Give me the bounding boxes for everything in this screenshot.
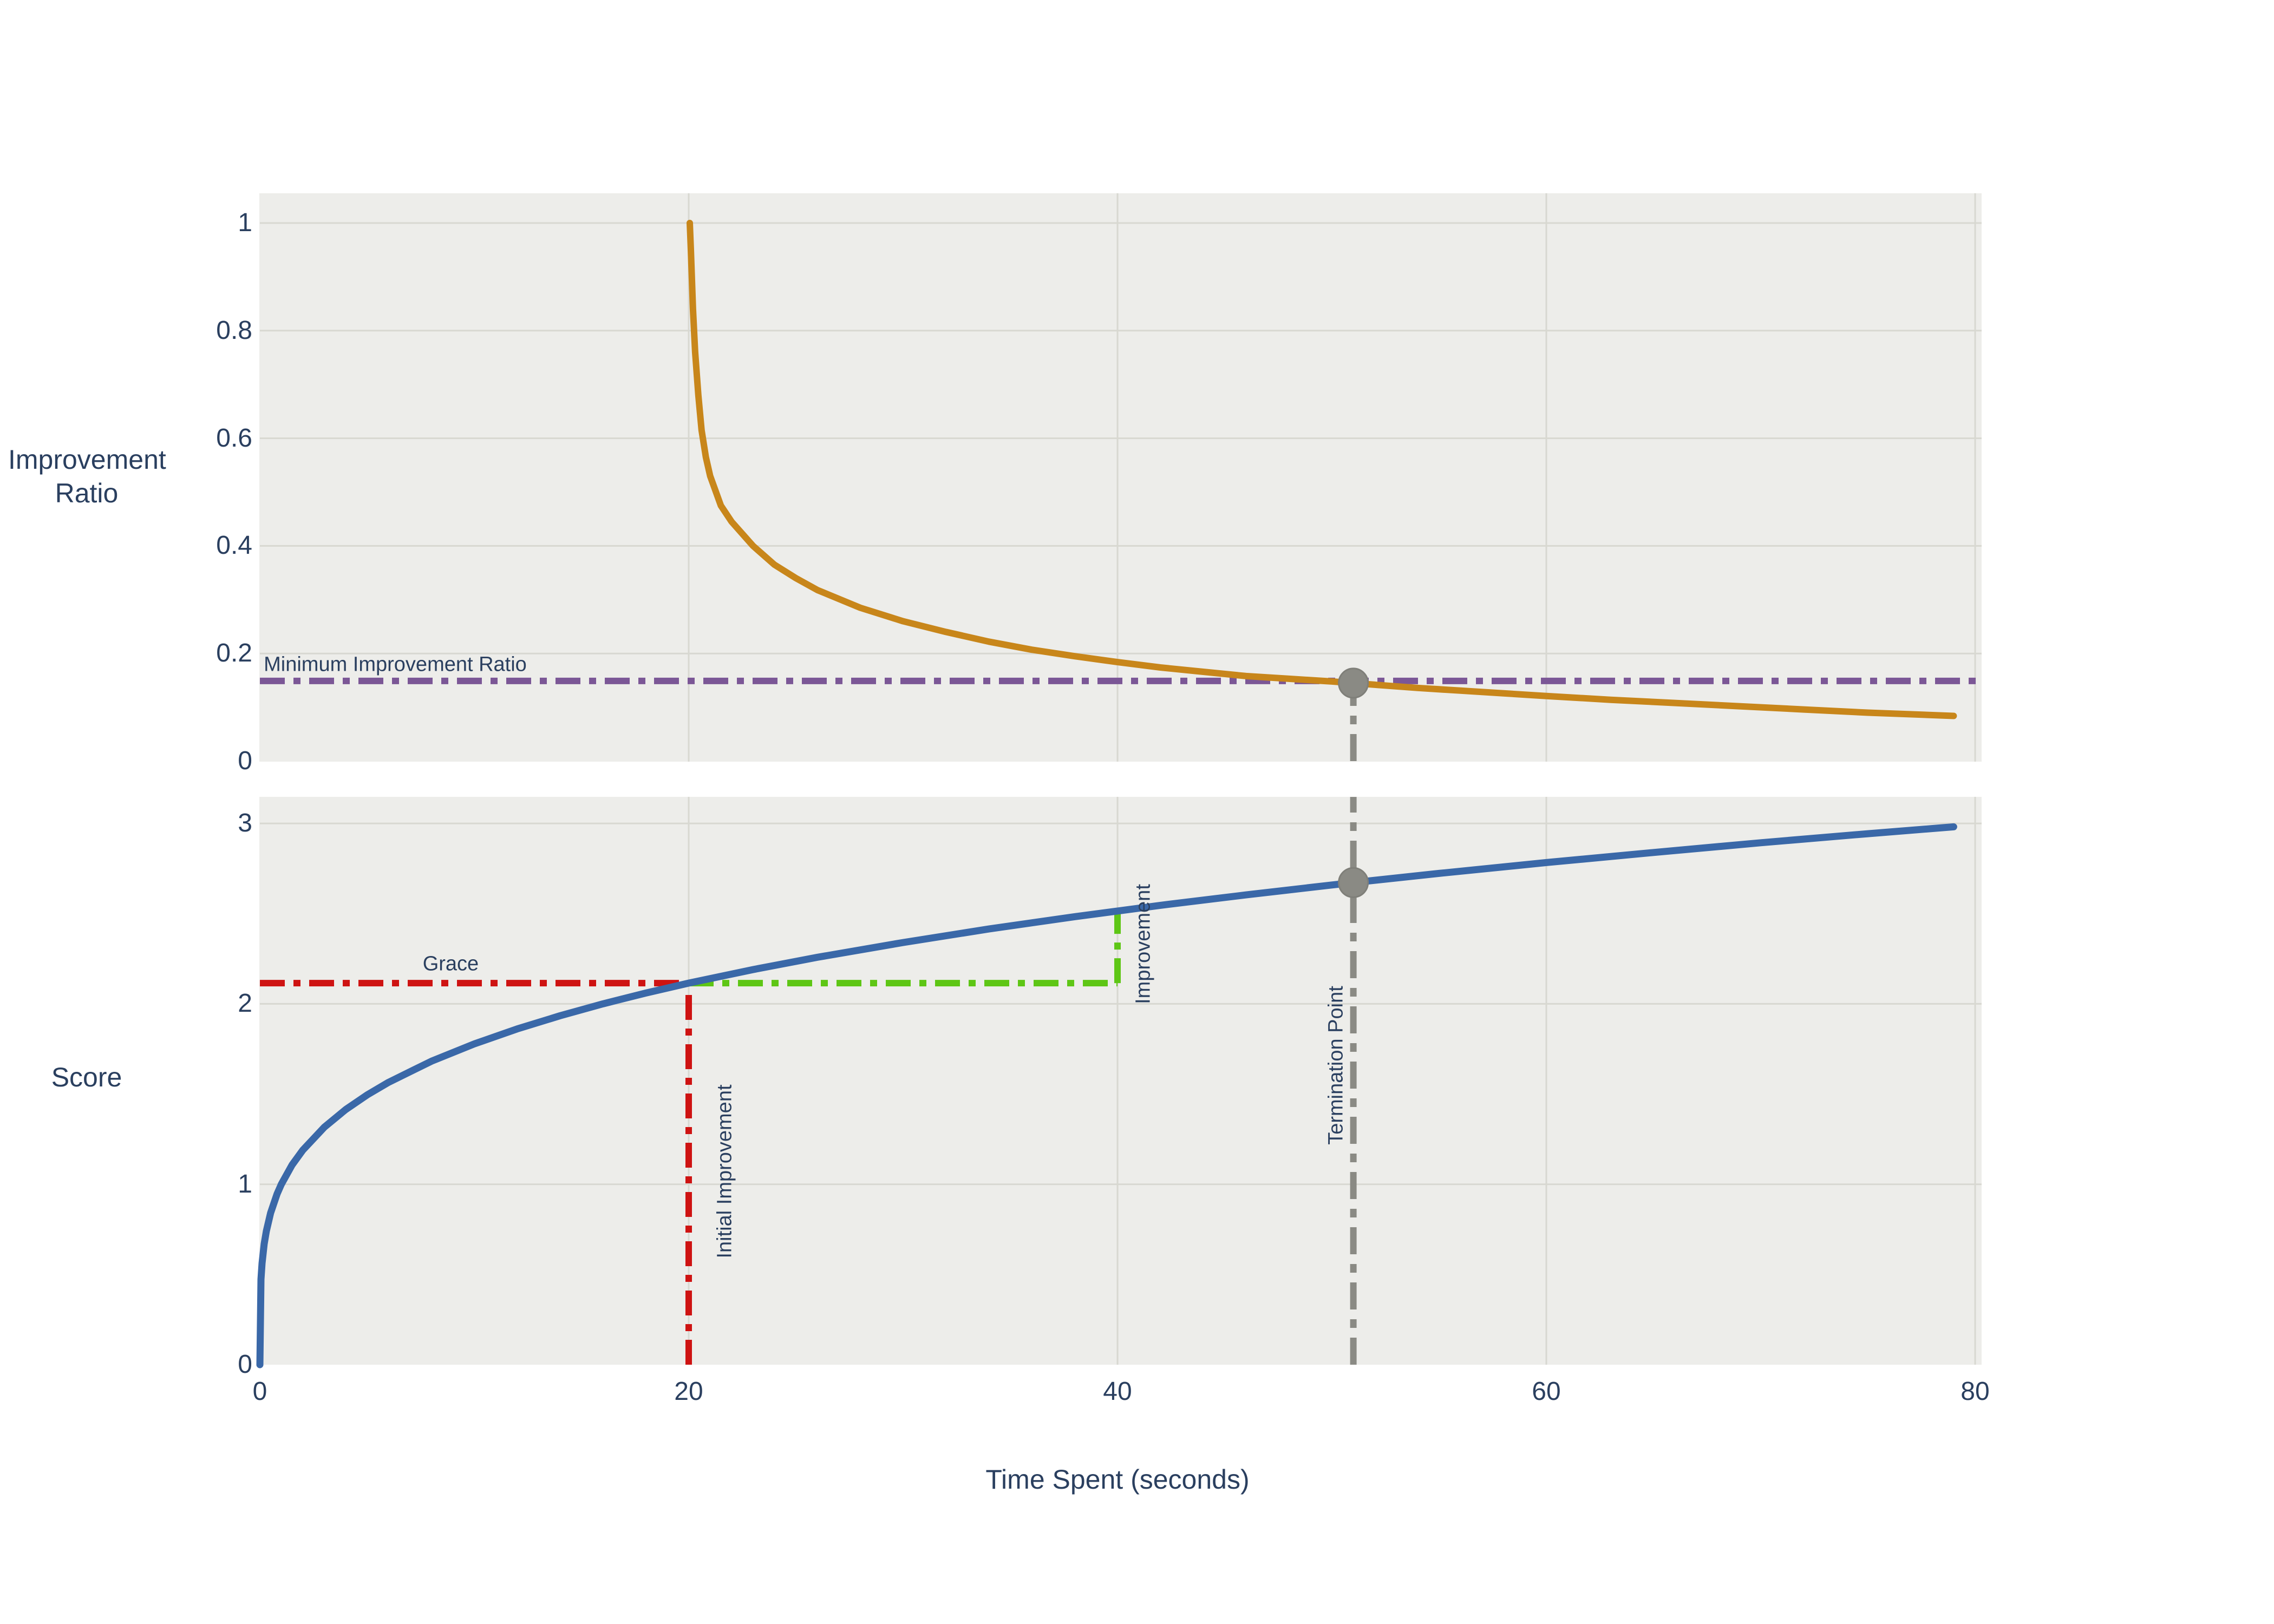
x-tick-label: 0 — [252, 1377, 267, 1406]
x-tick-label: 20 — [674, 1377, 703, 1406]
y-tick-label: 0.4 — [216, 531, 252, 560]
x-tick-label: 80 — [1961, 1377, 1990, 1406]
annotation-min-ratio: Minimum Improvement Ratio — [264, 653, 527, 676]
annotation-grace: Grace — [422, 952, 479, 975]
y-tick-label: 0.8 — [216, 316, 252, 345]
y-tick-label: 0.6 — [216, 423, 252, 453]
series-improvement-ratio — [687, 220, 1957, 719]
y-tick-label: 1 — [238, 1169, 252, 1199]
y-tick-label: 2 — [238, 989, 252, 1018]
y-axis-title-score: Score — [51, 1062, 122, 1092]
y-tick-label: 0 — [238, 746, 252, 775]
series-score — [256, 823, 1957, 1368]
y-tick-label: 0 — [238, 1350, 252, 1379]
termination-marker — [1338, 867, 1369, 898]
x-axis-title: Time Spent (seconds) — [985, 1464, 1250, 1495]
x-tick-label: 60 — [1532, 1377, 1561, 1406]
y-tick-label: 3 — [238, 809, 252, 838]
termination-marker — [1338, 667, 1369, 699]
annotation-initial-improvement: Initial Improvement — [713, 1084, 736, 1259]
y-axis-title-improvement-ratio: Improvement Ratio — [8, 444, 166, 508]
y-tick-label: 1 — [238, 208, 252, 237]
annotation-improvement: Improvement — [1132, 884, 1155, 1005]
score-panel — [259, 797, 1982, 1365]
annotation-termination-point: Termination Point — [1324, 985, 1348, 1145]
improvement-ratio-panel — [259, 193, 1982, 762]
x-tick-label: 40 — [1103, 1377, 1132, 1406]
y-tick-label: 0.2 — [216, 639, 252, 668]
